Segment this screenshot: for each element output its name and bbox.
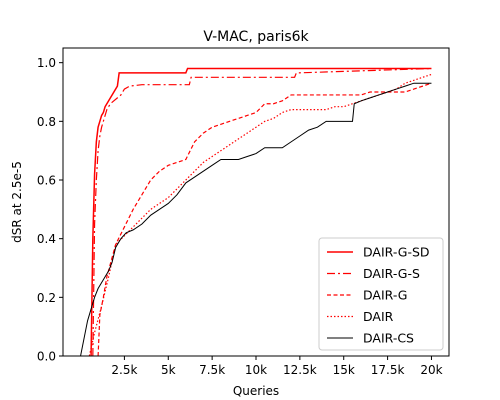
legend: DAIR-G-SD DAIR-G-S DAIR-G DAIR DAIR-CS (318, 237, 444, 351)
axes-frame (62, 47, 450, 357)
y-tick-label: 0.6 (37, 174, 56, 188)
x-tick-label: 10k (245, 363, 267, 377)
chart-title: V-MAC, paris6k (203, 29, 309, 45)
x-tick-label: 12.5k (283, 363, 317, 377)
x-tick-label: 17.5k (371, 363, 405, 377)
series-line-dair-g (97, 82, 432, 356)
y-tick-label: 0.2 (37, 291, 56, 305)
y-tick-label: 0.4 (37, 232, 56, 246)
x-tick-label: 20k (420, 363, 442, 377)
series-line-dair-cs (80, 82, 432, 356)
legend-label: DAIR-G-S (363, 266, 420, 281)
x-axis: 2.5k 5k 7.5k 10k 12.5k 15k 17.5k 20k (111, 356, 443, 377)
legend-label: DAIR-G (363, 288, 407, 303)
plot-area (80, 67, 432, 356)
x-tick-label: 15k (333, 363, 355, 377)
y-tick-label: 0.8 (37, 115, 56, 129)
legend-label: DAIR (363, 309, 394, 324)
series-line-dair-g-sd (90, 67, 432, 356)
legend-box (318, 237, 444, 351)
series-line-dair (88, 73, 432, 356)
x-tick-label: 2.5k (111, 363, 137, 377)
x-axis-label: Queries (233, 384, 279, 398)
y-tick-label: 1.0 (37, 56, 56, 70)
y-tick-label: 0.0 (37, 350, 56, 364)
y-axis: 0.0 0.2 0.4 0.6 0.8 1.0 (37, 56, 63, 364)
x-tick-label: 7.5k (199, 363, 225, 377)
x-tick-label: 5k (161, 363, 176, 377)
series-line-dair-g-s (92, 67, 432, 356)
legend-label: DAIR-G-SD (363, 245, 430, 260)
y-axis-label: dSR at 2.5e-5 (10, 161, 24, 243)
legend-label: DAIR-CS (363, 331, 414, 346)
